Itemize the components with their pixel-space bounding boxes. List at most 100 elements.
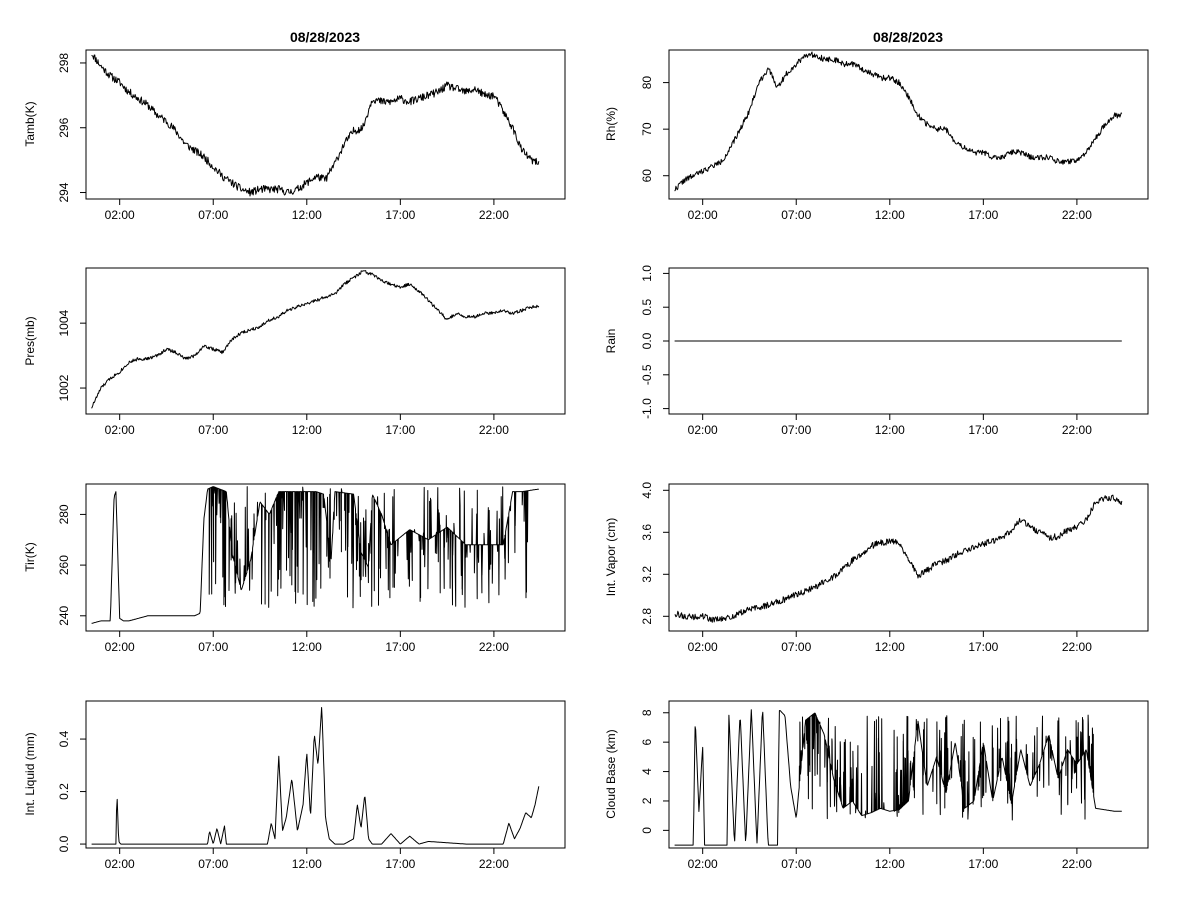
x-axis: 02:00 07:00 12:00 17:00 22:00 bbox=[688, 414, 1092, 437]
panel-cloudbase: Cloud Base (km) 0 2 4 6 8 02:00 07:00 12:00 17:… bbox=[604, 700, 1149, 871]
x-tick-label: 02:00 bbox=[688, 857, 718, 871]
x-tick-label: 02:00 bbox=[105, 208, 135, 222]
plot-frame bbox=[668, 700, 1149, 849]
x-tick-label: 07:00 bbox=[198, 423, 228, 437]
plot-frame bbox=[668, 483, 1149, 632]
data-line bbox=[91, 707, 540, 845]
x-tick-label: 12:00 bbox=[292, 423, 322, 437]
y-axis: 1002 1004 bbox=[57, 309, 86, 401]
x-tick-label: 17:00 bbox=[968, 640, 998, 654]
data-line bbox=[91, 486, 539, 624]
x-axis: 02:00 07:00 12:00 17:00 22:00 bbox=[105, 199, 509, 222]
y-tick-label: 6 bbox=[640, 739, 654, 746]
panel-vapor: Int. Vapor (cm) 2.8 3.2 3.6 4.0 02:00 07:00 1… bbox=[604, 482, 1149, 654]
y-axis-label: Int. Vapor (cm) bbox=[604, 518, 618, 596]
panel-liquid: Int. Liquid (mm) 0.0 0.2 0.4 02:00 07:00 12:… bbox=[23, 700, 566, 871]
series-rh bbox=[674, 51, 1123, 192]
x-tick-label: 07:00 bbox=[781, 857, 811, 871]
x-tick-label: 07:00 bbox=[781, 640, 811, 654]
y-tick-label: 2 bbox=[640, 797, 654, 804]
x-tick-label: 07:00 bbox=[198, 857, 228, 871]
x-tick-label: 07:00 bbox=[781, 208, 811, 222]
y-axis: -1.0 -0.5 0.0 0.5 1.0 bbox=[640, 265, 669, 419]
y-tick-label: 4.0 bbox=[640, 482, 654, 499]
series-vapor bbox=[674, 494, 1123, 623]
plot-frame bbox=[85, 49, 566, 200]
y-tick-label: 0.0 bbox=[57, 835, 71, 852]
y-tick-label: 3.6 bbox=[640, 524, 654, 541]
y-tick-label: 1.0 bbox=[640, 265, 654, 282]
y-tick-label: 280 bbox=[57, 504, 71, 524]
panel-tir: Tir(K) 240 260 280 02:00 07:00 12:00 17:00 22:… bbox=[23, 483, 566, 654]
x-tick-label: 22:00 bbox=[1062, 857, 1092, 871]
panel-rain: Rain -1.0 -0.5 0.0 0.5 1.0 02:00 07:00 12:00 17… bbox=[604, 265, 1149, 437]
y-axis: 240 260 280 bbox=[57, 504, 86, 626]
y-tick-label: 1002 bbox=[57, 374, 71, 401]
data-line bbox=[674, 494, 1123, 623]
series-pres bbox=[91, 270, 540, 409]
x-tick-label: 17:00 bbox=[385, 857, 415, 871]
y-tick-label: 70 bbox=[640, 122, 654, 136]
x-axis: 02:00 07:00 12:00 17:00 22:00 bbox=[105, 414, 509, 437]
x-axis: 02:00 07:00 12:00 17:00 22:00 bbox=[105, 631, 509, 654]
x-tick-label: 02:00 bbox=[688, 208, 718, 222]
y-axis: 60 70 80 bbox=[640, 76, 669, 183]
x-tick-label: 12:00 bbox=[875, 857, 905, 871]
data-line bbox=[674, 709, 1122, 846]
y-axis: 0 2 4 6 8 bbox=[640, 709, 669, 834]
series-tamb bbox=[91, 54, 540, 197]
y-tick-label: 298 bbox=[57, 53, 71, 73]
x-tick-label: 12:00 bbox=[292, 640, 322, 654]
y-tick-label: -0.5 bbox=[640, 364, 654, 385]
y-tick-label: 60 bbox=[640, 169, 654, 183]
x-tick-label: 17:00 bbox=[968, 208, 998, 222]
x-tick-label: 12:00 bbox=[292, 857, 322, 871]
y-axis: 0.0 0.2 0.4 bbox=[57, 730, 86, 852]
x-tick-label: 07:00 bbox=[198, 640, 228, 654]
x-tick-label: 07:00 bbox=[198, 208, 228, 222]
y-tick-label: 0.5 bbox=[640, 299, 654, 316]
x-tick-label: 02:00 bbox=[688, 423, 718, 437]
x-tick-label: 22:00 bbox=[1062, 208, 1092, 222]
panel-title: 08/28/2023 bbox=[873, 29, 943, 45]
panel-rh: 08/28/2023 Rh(%) 60 70 80 02:00 07:00 12:00 1… bbox=[604, 29, 1149, 222]
x-tick-label: 17:00 bbox=[385, 208, 415, 222]
y-axis-label: Pres(mb) bbox=[23, 316, 37, 365]
y-tick-label: 0.4 bbox=[57, 730, 71, 747]
y-tick-label: 0.0 bbox=[640, 332, 654, 349]
plot-frame bbox=[85, 267, 566, 415]
x-axis: 02:00 07:00 12:00 17:00 22:00 bbox=[105, 848, 509, 871]
x-tick-label: 17:00 bbox=[385, 423, 415, 437]
x-axis: 02:00 07:00 12:00 17:00 22:00 bbox=[688, 631, 1092, 654]
y-tick-label: 3.2 bbox=[640, 566, 654, 583]
series-cloudbase bbox=[674, 709, 1122, 846]
x-axis: 02:00 07:00 12:00 17:00 22:00 bbox=[688, 199, 1092, 222]
x-tick-label: 22:00 bbox=[479, 857, 509, 871]
y-axis-label: Tamb(K) bbox=[23, 101, 37, 146]
y-axis-label: Rh(%) bbox=[604, 107, 618, 141]
x-tick-label: 12:00 bbox=[292, 208, 322, 222]
x-tick-label: 12:00 bbox=[875, 208, 905, 222]
y-tick-label: 0 bbox=[640, 827, 654, 834]
data-line bbox=[674, 51, 1123, 192]
panel-title: 08/28/2023 bbox=[290, 29, 360, 45]
x-tick-label: 02:00 bbox=[105, 857, 135, 871]
x-tick-label: 22:00 bbox=[1062, 640, 1092, 654]
series-liquid bbox=[91, 707, 540, 845]
x-tick-label: 12:00 bbox=[875, 423, 905, 437]
y-axis-label: Cloud Base (km) bbox=[604, 729, 618, 818]
x-axis: 02:00 07:00 12:00 17:00 22:00 bbox=[688, 848, 1092, 871]
x-tick-label: 22:00 bbox=[479, 208, 509, 222]
x-tick-label: 02:00 bbox=[688, 640, 718, 654]
x-tick-label: 07:00 bbox=[781, 423, 811, 437]
x-tick-label: 22:00 bbox=[479, 640, 509, 654]
x-tick-label: 22:00 bbox=[479, 423, 509, 437]
y-axis-label: Int. Liquid (mm) bbox=[23, 732, 37, 815]
x-tick-label: 02:00 bbox=[105, 640, 135, 654]
plot-frame bbox=[85, 700, 566, 849]
panel-tamb: 08/28/2023 Tamb(K) 294 296 298 02:00 07:00 1… bbox=[23, 29, 566, 222]
y-tick-label: 260 bbox=[57, 555, 71, 575]
y-tick-label: 4 bbox=[640, 768, 654, 775]
y-tick-label: 80 bbox=[640, 76, 654, 90]
